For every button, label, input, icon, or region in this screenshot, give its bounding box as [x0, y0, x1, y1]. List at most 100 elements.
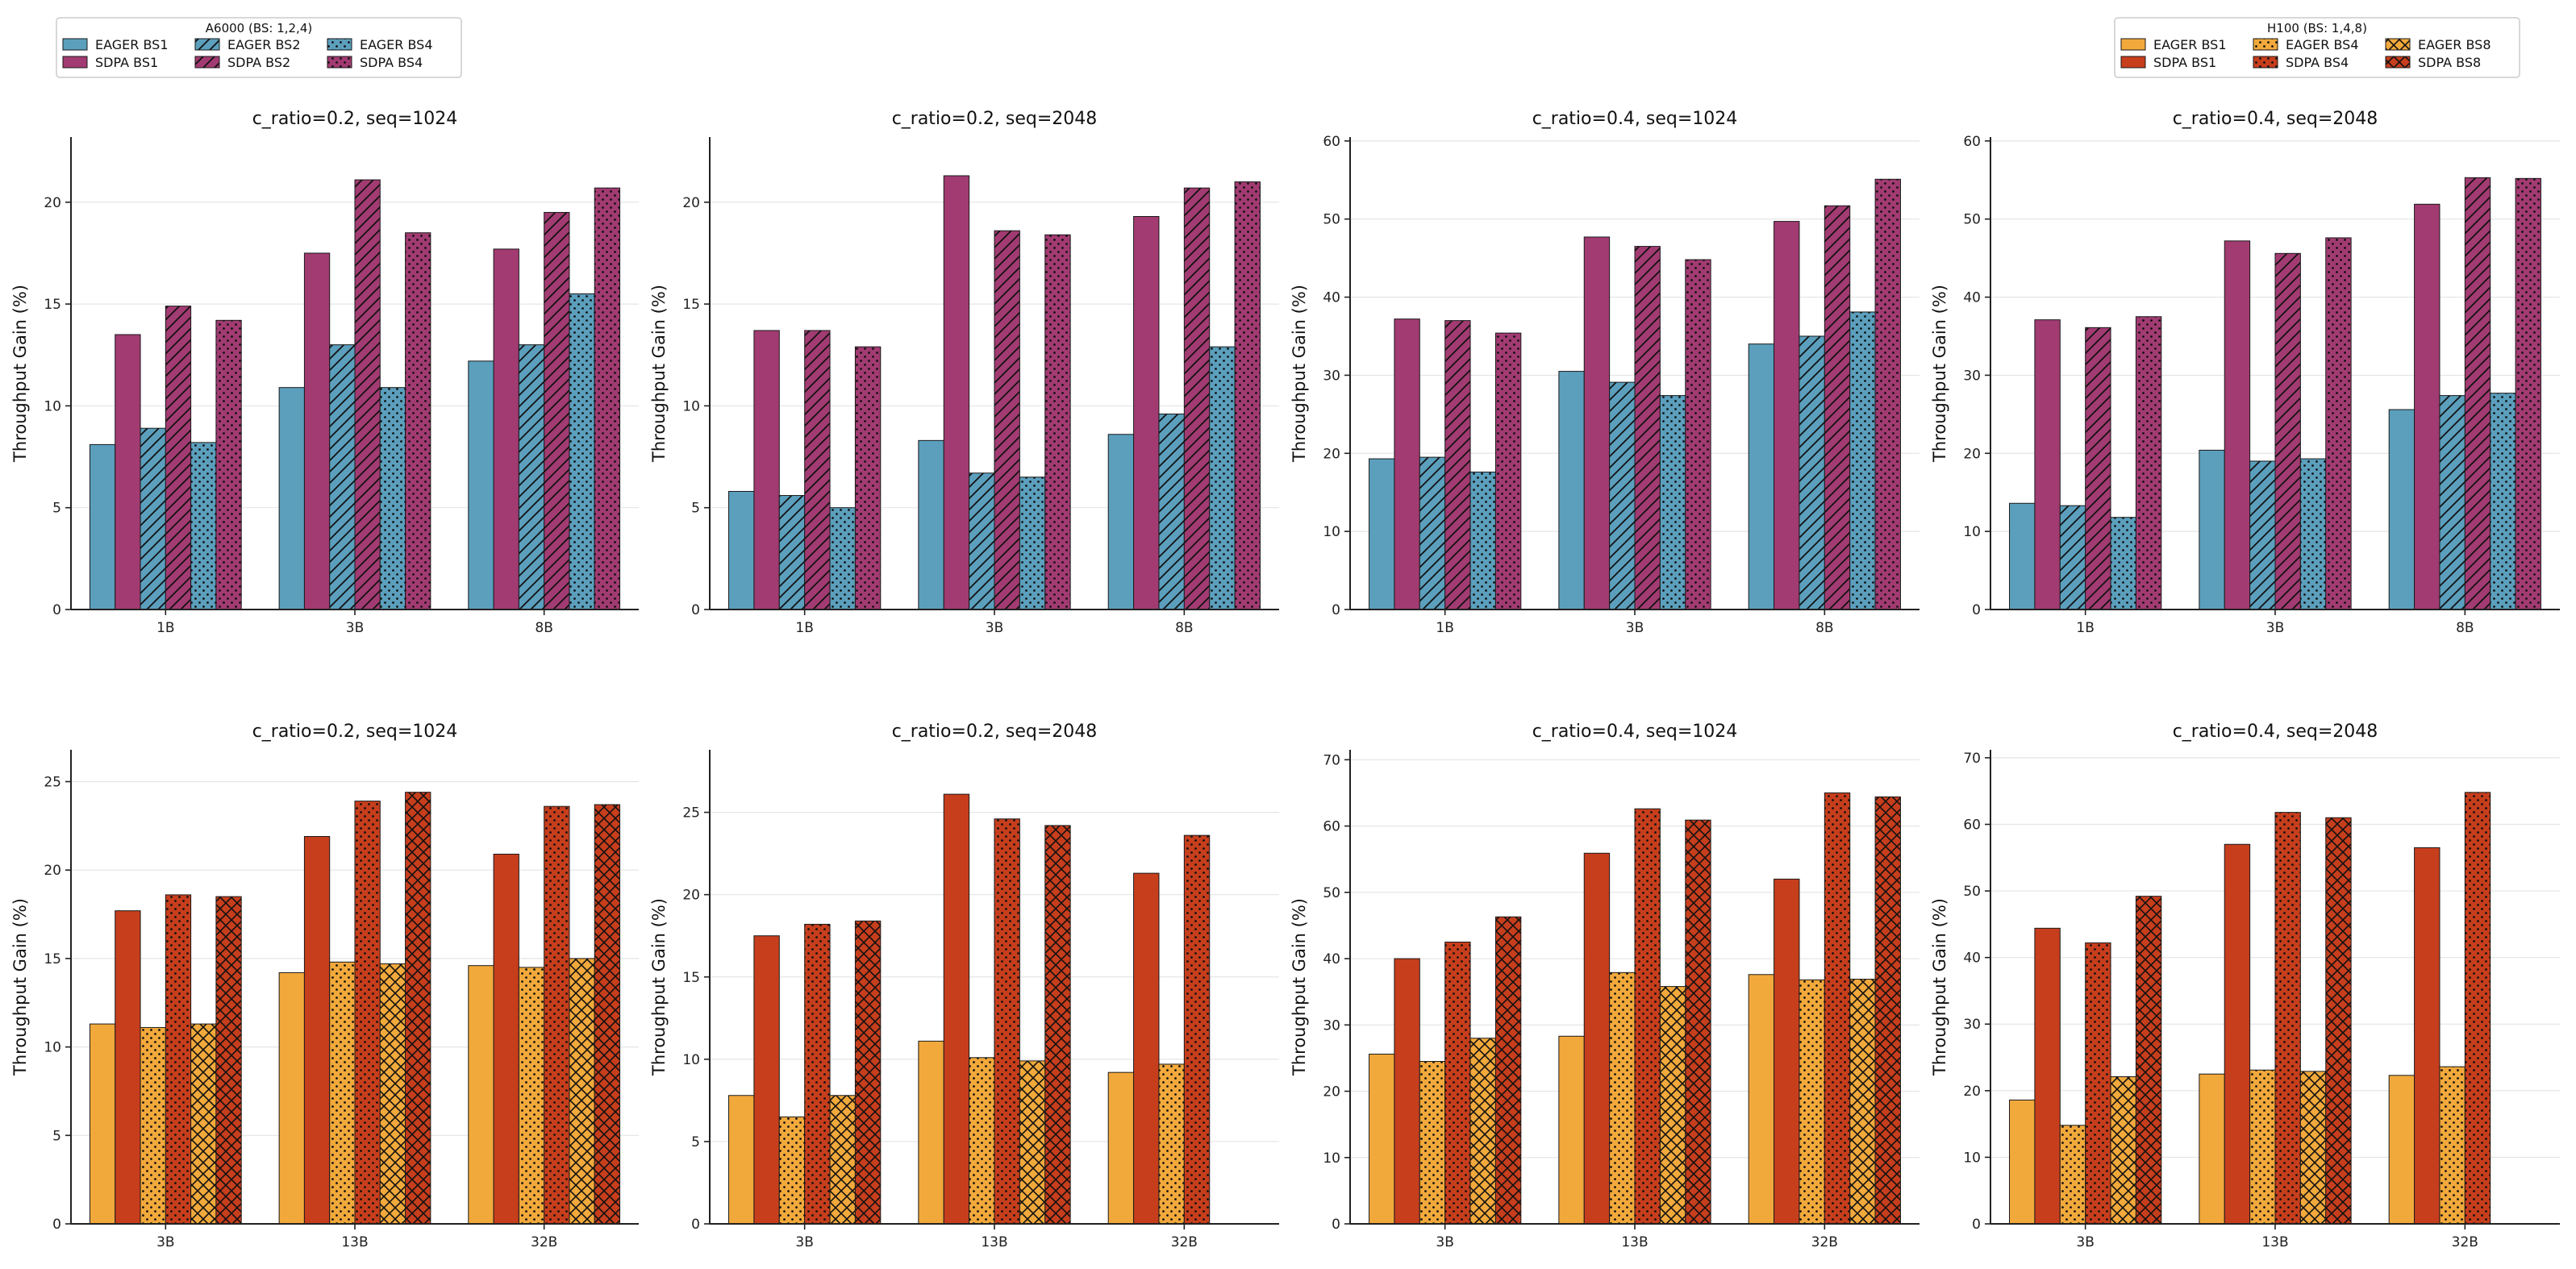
bar [2388, 409, 2416, 610]
y-tick-label: 10 [1963, 524, 1981, 540]
y-tick-label: 10 [1323, 1150, 1340, 1167]
bar [1609, 972, 1636, 1225]
bar [1799, 979, 1825, 1225]
x-tick-label: 3B [2076, 1234, 2094, 1250]
y-tick-label: 15 [44, 951, 61, 967]
bar [969, 472, 995, 610]
bar [2085, 942, 2111, 1225]
bar [829, 507, 856, 610]
y-tick-label: 0 [1332, 602, 1340, 618]
bar [994, 818, 1020, 1225]
legend-frame [56, 17, 462, 78]
legend-swatch [194, 56, 220, 69]
bar [2439, 395, 2466, 610]
y-tick-label: 10 [44, 1040, 61, 1056]
chart-title: c_ratio=0.2, seq=2048 [892, 722, 1098, 742]
bar [2110, 517, 2136, 610]
x-tick-label: 8B [1815, 620, 1833, 636]
legend-swatch [2253, 56, 2278, 69]
chart-panel: 0 10 20 30 40 50 60 70 3B 13B 32B c_ratio=0.4, seq=… [1290, 722, 1919, 1250]
bar [2274, 812, 2301, 1225]
y-tick-label: 50 [1323, 885, 1340, 901]
bar [1469, 472, 1496, 610]
bar [190, 1023, 217, 1225]
y-tick-label: 15 [682, 970, 700, 986]
bar [2325, 817, 2352, 1225]
bar [969, 1057, 995, 1225]
y-tick-label: 50 [1963, 884, 1981, 900]
legend-swatch [2120, 38, 2146, 51]
bar [1183, 834, 1211, 1225]
bar [1685, 819, 1711, 1225]
x-tick-label: 1B [1436, 620, 1453, 636]
y-tick-label: 30 [1323, 1017, 1340, 1034]
bar [994, 230, 1020, 610]
bar [943, 793, 970, 1225]
bar [278, 972, 305, 1225]
bar [2414, 203, 2441, 610]
bar [594, 804, 621, 1225]
bar [1469, 1038, 1496, 1225]
bar [2249, 460, 2276, 610]
bar [753, 330, 780, 610]
bar [778, 495, 806, 610]
x-tick-label: 32B [1811, 1234, 1838, 1250]
bar [1849, 979, 1876, 1225]
legend-swatch [2253, 38, 2278, 51]
y-tick-label: 20 [1963, 1084, 1981, 1100]
x-tick-label: 8B [535, 620, 552, 636]
y-tick-label: 20 [682, 888, 700, 904]
y-tick-label: 40 [1323, 290, 1340, 306]
x-tick-label: 13B [2261, 1234, 2288, 1250]
bar [2274, 252, 2301, 610]
y-tick-label: 20 [44, 863, 61, 879]
legend-label: EAGER BS1 [2153, 37, 2227, 52]
y-axis-label: Throughput Gain (%) [1930, 898, 1949, 1076]
y-tick-label: 70 [1323, 752, 1340, 768]
legend-label: EAGER BS2 [227, 37, 301, 52]
bar [2034, 319, 2061, 610]
legend-h100: H100 (BS: 1,4,8) EAGER BS1 SDPA BS1 EAGER B… [2114, 17, 2520, 78]
bar [2490, 393, 2516, 610]
bar [379, 387, 406, 610]
bar [1799, 335, 1825, 610]
bar [2059, 1125, 2086, 1225]
bar [728, 1095, 755, 1225]
bar [1748, 974, 1775, 1225]
y-tick-label: 50 [1323, 212, 1340, 228]
y-tick-label: 5 [52, 1128, 61, 1144]
chart-panel: 0 10 20 30 40 50 60 1B 3B 8B c_ratio=0.4, seq=1024… [1290, 109, 1919, 636]
x-tick-label: 13B [1621, 1234, 1648, 1250]
bar [1874, 178, 1901, 610]
legend-label: EAGER BS1 [95, 37, 169, 52]
legend-swatch [327, 56, 352, 69]
bar [804, 923, 831, 1225]
bar [1044, 825, 1071, 1225]
bar [1824, 792, 1851, 1225]
y-tick-label: 0 [52, 602, 61, 618]
legend-a6000: A6000 (BS: 1,2,4) EAGER BS1 SDPA BS1 EAGER … [56, 17, 462, 78]
bar [89, 1023, 116, 1225]
bar [778, 1116, 806, 1225]
bar [728, 491, 755, 610]
bar [1748, 343, 1775, 610]
y-tick-label: 5 [691, 1134, 700, 1150]
x-tick-label: 3B [1626, 620, 1644, 636]
bar [2515, 177, 2541, 610]
bar [1685, 259, 1711, 610]
bar [2388, 1075, 2416, 1225]
y-tick-label: 10 [682, 1052, 700, 1068]
bar [1444, 941, 1471, 1225]
legend-swatch [2120, 56, 2146, 69]
bar [2299, 1071, 2327, 1225]
x-tick-label: 1B [156, 620, 174, 636]
bar [493, 248, 519, 610]
chart-title: c_ratio=0.4, seq=2048 [2173, 722, 2378, 742]
bar [854, 346, 882, 610]
bar [1609, 381, 1636, 610]
y-axis-label: Throughput Gain (%) [649, 898, 669, 1076]
bar [215, 896, 242, 1225]
x-tick-label: 8B [2456, 620, 2474, 636]
y-tick-label: 20 [1963, 446, 1981, 462]
bar [1774, 878, 1800, 1225]
